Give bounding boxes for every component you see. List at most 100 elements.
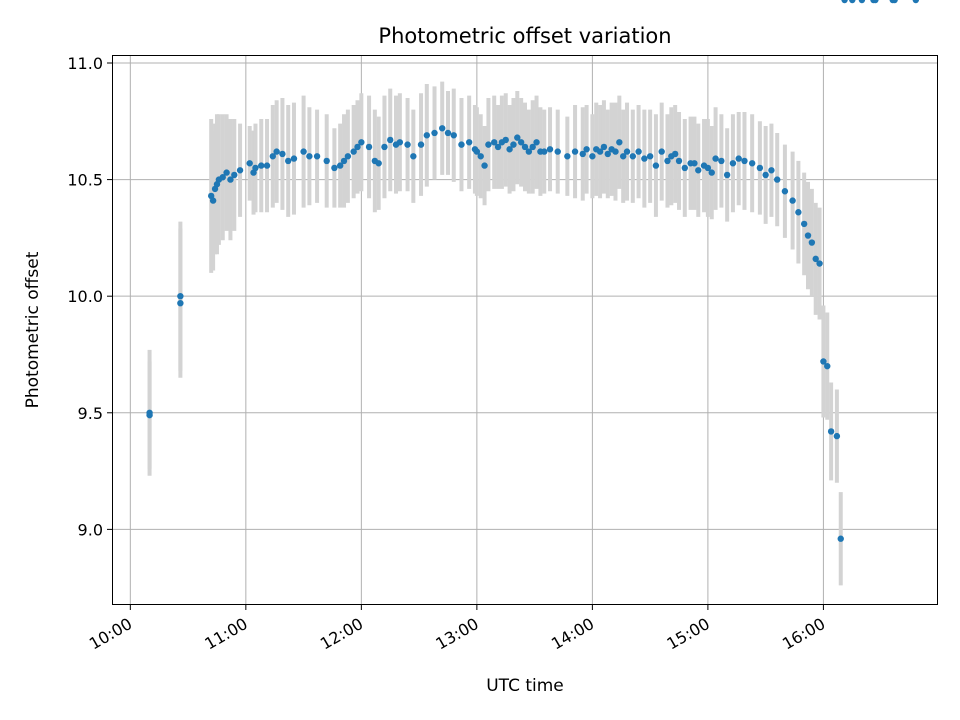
data-point <box>336 162 344 169</box>
data-point <box>529 143 536 151</box>
data-point <box>439 125 446 132</box>
data-point <box>381 143 388 151</box>
data-point <box>891 0 898 4</box>
y-tick-label: 11.0 <box>67 54 103 73</box>
data-point <box>664 157 671 165</box>
data-point <box>146 411 153 419</box>
data-point <box>600 143 608 151</box>
data-point <box>209 197 217 204</box>
data-point <box>494 143 502 151</box>
data-point <box>652 162 660 169</box>
data-point <box>712 155 719 162</box>
data-point <box>290 155 298 162</box>
data-point <box>517 139 525 146</box>
data-point <box>841 0 848 4</box>
data-point <box>589 153 596 160</box>
data-point <box>541 148 548 155</box>
data-point <box>423 132 431 139</box>
data-point <box>824 362 831 370</box>
data-point <box>768 167 775 174</box>
data-point <box>619 153 627 160</box>
data-point <box>485 141 492 148</box>
data-point <box>358 139 365 146</box>
data-point <box>723 171 731 179</box>
data-point <box>646 153 654 160</box>
data-point <box>718 157 725 165</box>
data-point <box>502 136 509 144</box>
data-point <box>252 164 259 172</box>
data-point <box>410 153 417 160</box>
data-point <box>912 0 920 4</box>
data-point <box>564 153 571 160</box>
data-point <box>808 239 816 246</box>
data-point <box>177 299 184 307</box>
data-point <box>635 148 642 155</box>
data-point <box>820 358 827 365</box>
data-point <box>623 148 631 155</box>
y-axis-ticks: 9.0 9.5 10.0 10.5 11.0 <box>67 54 113 539</box>
data-point <box>313 153 321 160</box>
data-point <box>641 155 648 162</box>
data-point <box>816 260 823 267</box>
data-point <box>741 157 748 165</box>
data-point <box>681 164 688 172</box>
data-point <box>858 0 866 4</box>
data-point <box>781 188 789 195</box>
data-point <box>481 162 488 169</box>
data-point <box>365 143 373 151</box>
data-point <box>804 232 812 239</box>
data-point <box>795 209 802 216</box>
data-point <box>510 141 517 148</box>
data-point <box>450 132 457 139</box>
data-point <box>350 148 357 155</box>
data-point <box>354 143 361 151</box>
data-point <box>800 220 808 228</box>
data-point <box>473 148 481 155</box>
data-point <box>837 535 844 542</box>
data-point <box>227 176 234 183</box>
data-point <box>789 197 796 204</box>
data-point <box>236 167 244 174</box>
data-point <box>417 141 425 148</box>
data-point <box>691 160 698 167</box>
data-point <box>533 139 540 146</box>
data-point <box>675 157 683 165</box>
data-point <box>284 157 292 165</box>
data-point <box>812 255 819 263</box>
y-tick-label: 10.5 <box>67 171 103 190</box>
data-point <box>300 148 307 155</box>
data-point <box>596 148 604 155</box>
data-point <box>431 129 438 137</box>
data-point <box>583 146 590 153</box>
data-point <box>458 141 465 148</box>
data-points <box>146 0 920 542</box>
data-point <box>279 150 286 158</box>
data-point <box>671 150 679 158</box>
data-point <box>833 432 841 440</box>
data-point <box>246 160 253 167</box>
data-point <box>571 148 579 155</box>
data-point <box>658 148 665 155</box>
data-point <box>629 153 637 160</box>
data-point <box>396 139 404 146</box>
data-point <box>331 164 338 172</box>
data-point <box>263 162 271 169</box>
data-point <box>762 171 769 179</box>
y-tick-label: 9.0 <box>78 520 103 539</box>
data-point <box>735 155 742 162</box>
data-point <box>375 160 382 167</box>
data-point <box>756 164 764 172</box>
data-point <box>872 0 879 4</box>
data-point <box>612 148 619 155</box>
data-point <box>521 143 529 151</box>
data-point <box>616 139 623 146</box>
data-point <box>269 153 276 160</box>
y-tick-label: 10.0 <box>67 287 103 306</box>
data-point <box>223 169 230 176</box>
data-point <box>177 292 184 300</box>
data-point <box>525 148 533 155</box>
data-point <box>849 0 856 4</box>
data-point <box>554 148 561 155</box>
